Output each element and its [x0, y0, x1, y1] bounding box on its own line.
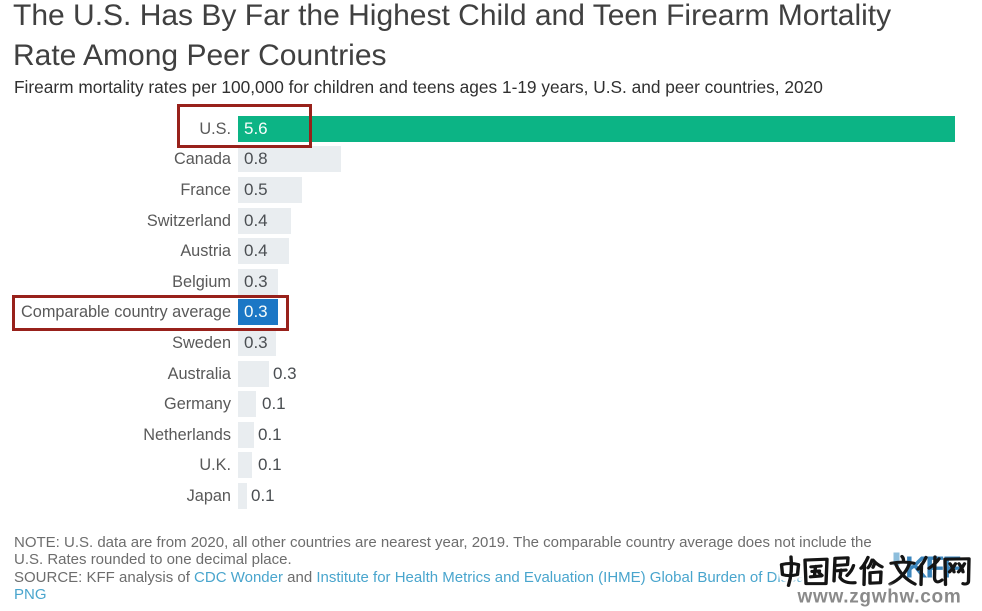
svg-text:www.zgwhw.com: www.zgwhw.com: [797, 587, 962, 608]
svg-text:www.zgwhw.com: www.zgwhw.com: [797, 587, 962, 608]
